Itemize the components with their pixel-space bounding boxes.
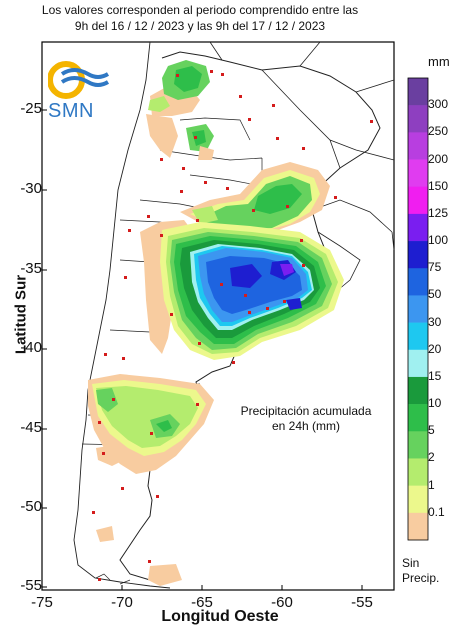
legend-level-label: 300 <box>428 97 449 112</box>
legend-level-label: 200 <box>428 151 449 166</box>
legend-level-label: 20 <box>428 341 442 356</box>
rain-tucuman-peach <box>146 114 178 158</box>
colorbar-swatch <box>408 78 428 106</box>
ytick-label: -40 <box>20 339 42 356</box>
colorbar-swatch <box>408 512 428 541</box>
ytick-label: -45 <box>20 419 42 436</box>
ytick-label: -30 <box>20 180 42 197</box>
colorbar-frame <box>407 77 429 541</box>
rain-tierra-peach <box>148 564 182 586</box>
xtick-label: -55 <box>351 594 373 611</box>
colorbar-swatch <box>408 132 428 160</box>
xtick-label: -60 <box>271 594 293 611</box>
legend-level-label: 5 <box>428 423 435 438</box>
xtick-label: -70 <box>111 594 133 611</box>
smn-logo-icon <box>48 61 110 99</box>
colorbar-swatch <box>408 295 428 323</box>
legend-level-label: 15 <box>428 368 442 383</box>
colorbar-swatch <box>408 159 428 188</box>
ytick-label: -55 <box>20 577 42 594</box>
colorbar-swatch <box>408 186 428 215</box>
xtick-label: -75 <box>31 594 53 611</box>
colorbar-swatch <box>408 404 428 432</box>
legend-level-label: 50 <box>428 287 442 302</box>
axis-ticks <box>41 109 363 590</box>
legend-level-label: 30 <box>428 314 442 329</box>
legend-level-label: 10 <box>428 396 442 411</box>
colorbar-swatch <box>408 105 428 133</box>
legend-level-label: 150 <box>428 178 449 193</box>
legend-level-label: 125 <box>428 205 449 220</box>
colorbar-swatch <box>408 241 428 269</box>
colorbar-swatch <box>408 485 428 514</box>
colorbar-swatch <box>408 376 428 405</box>
map-title-line2: 9h del 16 / 12 / 2023 y las 9h del 17 / … <box>74 19 326 33</box>
colorbar-swatch <box>408 431 428 459</box>
colorbar-swatch <box>408 213 428 242</box>
colorbar-swatch <box>408 458 428 486</box>
legend-level-label: 250 <box>428 124 449 139</box>
legend-level-label: 0.1 <box>428 504 445 519</box>
colorbar-swatch <box>408 322 428 351</box>
legend-level-label: 75 <box>428 260 442 275</box>
legend-level-label: 2 <box>428 450 435 465</box>
rain-core-75 <box>230 264 262 288</box>
map-annotation: Precipitación acumulada en 24h (mm) <box>240 404 372 433</box>
rain-north-green2 <box>174 66 202 92</box>
y-axis-label: Latitud Sur <box>12 274 30 355</box>
xtick-label: -65 <box>191 594 213 611</box>
legend-unit: mm <box>428 54 450 69</box>
neighbor-borders <box>209 41 395 291</box>
smn-logo-text: SMN <box>48 100 94 122</box>
ytick-label: -25 <box>20 100 42 117</box>
legend-level-label: 100 <box>428 233 449 248</box>
map-title-line1: Los valores corresponden al periodo comp… <box>41 3 359 17</box>
ytick-label: -50 <box>20 498 42 515</box>
colorbar-swatch <box>408 349 428 378</box>
colorbar-swatch <box>408 268 428 296</box>
ytick-label: -35 <box>20 260 42 277</box>
precipitation-colorbar <box>408 78 428 541</box>
legend-level-label: 1 <box>428 477 435 492</box>
x-axis-label: Longitud Oeste <box>161 608 279 625</box>
legend-no-data-label: Sin Precip. <box>402 556 440 585</box>
station-markers <box>92 70 373 581</box>
